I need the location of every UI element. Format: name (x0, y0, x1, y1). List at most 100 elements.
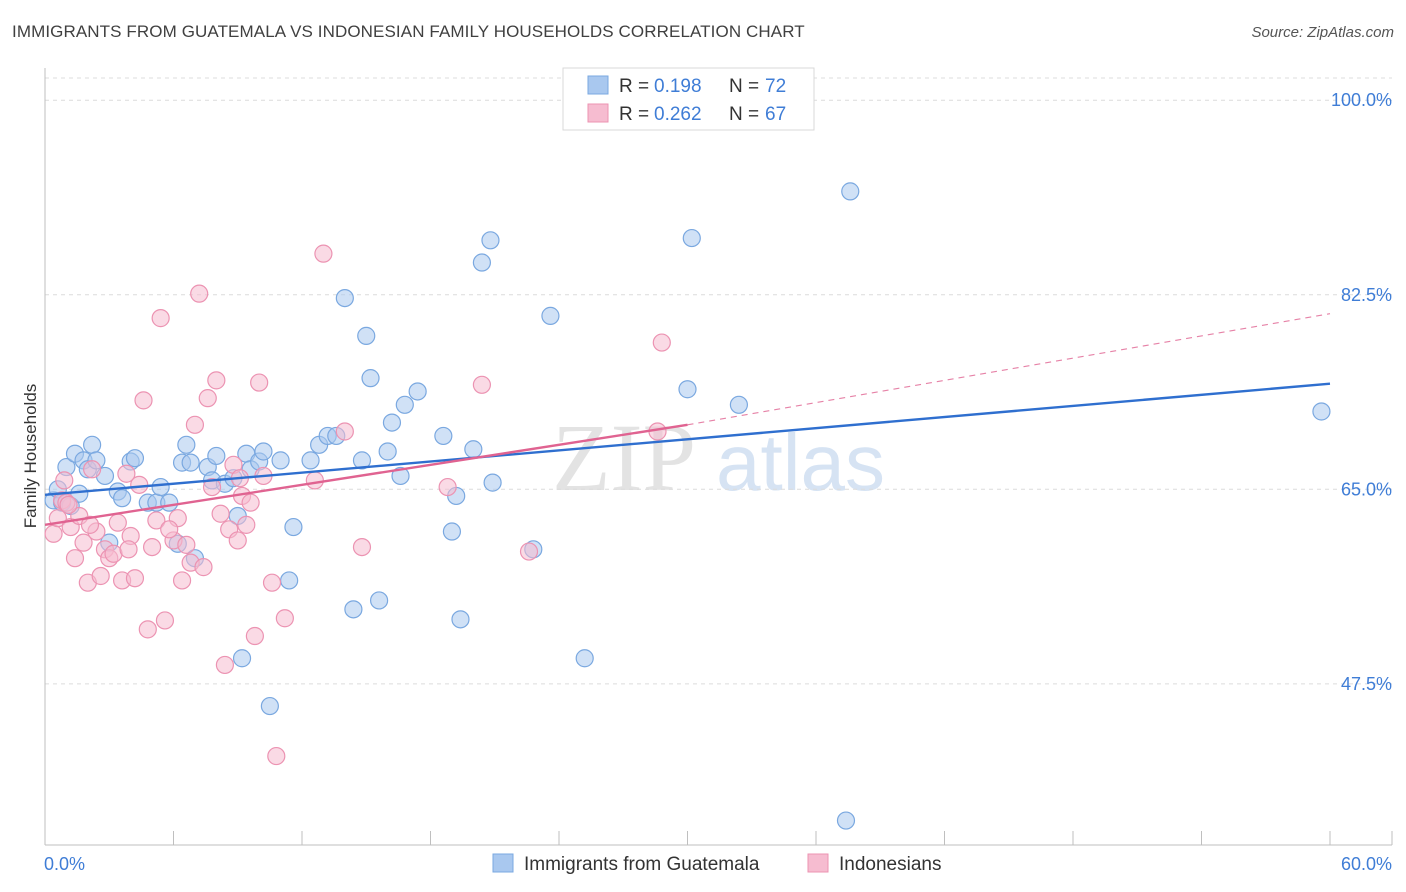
point-indonesians (59, 495, 78, 514)
point-guatemala (271, 451, 290, 470)
point-guatemala (177, 435, 196, 454)
point-guatemala (335, 288, 354, 308)
chart-title: IMMIGRANTS FROM GUATEMALA VS INDONESIAN … (12, 22, 805, 41)
point-guatemala (280, 571, 299, 590)
legend-r-value: 0.262 (654, 104, 702, 125)
point-guatemala (112, 489, 132, 508)
tick-labels: 47.5% 65.0% 82.5% 100.0% 0.0% 60.0% (44, 90, 1392, 874)
point-guatemala (181, 453, 200, 472)
point-guatemala (352, 451, 372, 470)
point-guatemala (472, 253, 491, 272)
bottom-legend-label-indonesians: Indonesians (839, 854, 941, 875)
point-indonesians (190, 284, 209, 303)
point-indonesians (91, 566, 110, 586)
legend-r-label: R = (619, 104, 649, 125)
point-guatemala (464, 440, 483, 459)
point-indonesians (130, 475, 149, 494)
point-indonesians (74, 533, 93, 552)
bottom-legend-swatch-indonesians (807, 853, 829, 873)
legend: R = 0.198 N = 72 R = 0.262 N = 67 (562, 67, 815, 131)
point-indonesians (335, 422, 354, 441)
point-guatemala (678, 380, 697, 399)
point-indonesians (172, 571, 192, 590)
point-indonesians (177, 535, 196, 554)
point-guatemala (391, 466, 410, 486)
point-guatemala (434, 426, 453, 446)
legend-n-value: 67 (765, 104, 786, 125)
point-indonesians (155, 611, 175, 630)
point-indonesians (211, 504, 230, 523)
point-guatemala (481, 231, 500, 250)
point-indonesians (472, 375, 491, 394)
point-indonesians (65, 549, 85, 568)
point-guatemala (370, 591, 389, 610)
point-guatemala (254, 442, 273, 461)
point-indonesians (241, 493, 260, 512)
point-guatemala (841, 182, 860, 201)
point-indonesians (125, 569, 145, 588)
bottom-legend-label-guatemala: Immigrants from Guatemala (524, 854, 760, 875)
point-indonesians (55, 471, 74, 490)
point-indonesians (198, 389, 217, 408)
legend-n-label: N = (729, 104, 759, 125)
point-guatemala (483, 473, 502, 492)
point-indonesians (151, 309, 170, 328)
point-guatemala (357, 326, 376, 345)
watermark-atlas: atlas (716, 418, 885, 507)
point-guatemala (344, 600, 363, 619)
point-indonesians (119, 540, 138, 559)
point-indonesians (160, 520, 179, 539)
point-guatemala (83, 435, 102, 454)
point-guatemala (408, 382, 427, 401)
legend-swatch-guatemala (587, 75, 609, 95)
point-indonesians (314, 244, 333, 263)
y-tick-label: 82.5% (1341, 285, 1392, 305)
point-guatemala (301, 451, 320, 470)
point-indonesians (438, 477, 457, 497)
point-indonesians (215, 655, 234, 675)
legend-r-label: R = (619, 76, 649, 97)
point-indonesians (228, 531, 247, 550)
point-guatemala (232, 649, 252, 668)
point-indonesians (104, 544, 123, 563)
point-guatemala (836, 811, 856, 830)
y-tick-label: 65.0% (1341, 479, 1392, 499)
point-guatemala (575, 649, 594, 668)
point-indonesians (267, 746, 286, 766)
point-guatemala (361, 369, 380, 388)
point-indonesians (519, 542, 539, 561)
point-indonesians (117, 464, 136, 483)
gridlines (45, 77, 1392, 685)
x-tick-label: 0.0% (44, 854, 85, 874)
point-indonesians (44, 524, 63, 543)
point-guatemala (125, 449, 145, 468)
source-label: Source: ZipAtlas.com (1251, 24, 1394, 41)
point-indonesians (305, 471, 324, 490)
y-axis-label: Family Households (21, 384, 40, 529)
bottom-legend-swatch-guatemala (492, 853, 514, 873)
trendline-indonesians-extension (687, 313, 1331, 426)
watermark-zip: ZIP (552, 404, 696, 511)
point-guatemala (395, 395, 414, 414)
point-indonesians (352, 537, 372, 557)
legend-r-value: 0.198 (654, 76, 702, 97)
point-indonesians (262, 573, 282, 592)
trendline-indonesians (44, 423, 688, 527)
point-indonesians (138, 620, 157, 639)
point-indonesians (194, 558, 213, 577)
point-guatemala (541, 306, 560, 325)
y-tick-label: 100.0% (1331, 90, 1392, 110)
point-guatemala (442, 522, 462, 541)
axes (44, 68, 1393, 846)
point-indonesians (237, 515, 256, 534)
y-tick-label: 47.5% (1341, 674, 1392, 694)
point-indonesians (652, 333, 671, 352)
point-guatemala (260, 696, 279, 716)
point-guatemala (451, 610, 470, 629)
point-indonesians (207, 371, 226, 390)
point-indonesians (275, 609, 294, 628)
x-tick-label: 60.0% (1341, 854, 1392, 874)
point-indonesians (147, 511, 166, 530)
legend-n-value: 72 (765, 76, 786, 97)
